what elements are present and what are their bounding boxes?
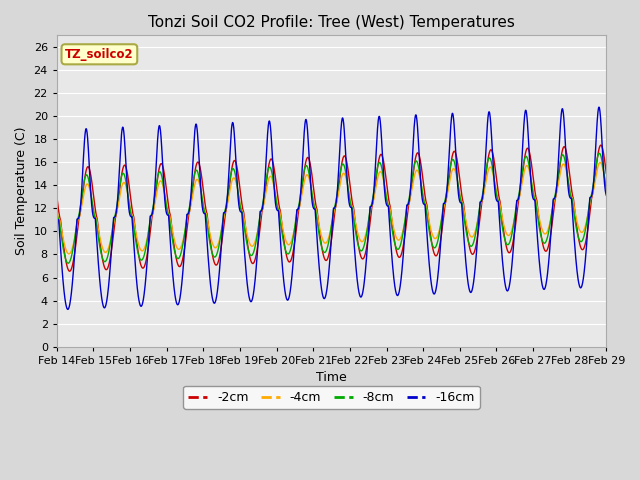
-2cm bbox=[66, 268, 74, 274]
Legend: -2cm, -4cm, -8cm, -16cm: -2cm, -4cm, -8cm, -16cm bbox=[183, 386, 480, 409]
-8cm bbox=[53, 210, 61, 216]
-16cm bbox=[53, 216, 61, 221]
-4cm bbox=[570, 199, 577, 204]
-2cm bbox=[348, 194, 355, 200]
-8cm bbox=[360, 245, 367, 251]
-8cm bbox=[348, 204, 355, 210]
-8cm bbox=[596, 150, 604, 156]
Text: TZ_soilco2: TZ_soilco2 bbox=[65, 48, 134, 61]
-2cm bbox=[207, 238, 214, 244]
-16cm bbox=[207, 280, 214, 286]
-4cm bbox=[492, 183, 499, 189]
-2cm bbox=[360, 255, 367, 261]
Line: -16cm: -16cm bbox=[57, 107, 606, 310]
-16cm bbox=[554, 166, 562, 172]
-8cm bbox=[492, 184, 499, 190]
Y-axis label: Soil Temperature (C): Soil Temperature (C) bbox=[15, 127, 28, 255]
-4cm bbox=[554, 183, 562, 189]
-16cm bbox=[602, 192, 610, 198]
Title: Tonzi Soil CO2 Profile: Tree (West) Temperatures: Tonzi Soil CO2 Profile: Tree (West) Temp… bbox=[148, 15, 515, 30]
-8cm bbox=[207, 242, 214, 248]
-8cm bbox=[570, 205, 577, 211]
-2cm bbox=[602, 170, 610, 176]
Line: -2cm: -2cm bbox=[57, 145, 606, 271]
-8cm bbox=[64, 260, 72, 266]
Line: -8cm: -8cm bbox=[57, 153, 606, 263]
-16cm bbox=[64, 307, 72, 312]
-16cm bbox=[570, 221, 577, 227]
Line: -4cm: -4cm bbox=[57, 162, 606, 254]
-4cm bbox=[360, 238, 367, 243]
-2cm bbox=[53, 193, 61, 199]
-4cm bbox=[65, 251, 72, 257]
-2cm bbox=[554, 179, 562, 184]
-16cm bbox=[360, 285, 367, 291]
-4cm bbox=[602, 185, 610, 191]
-4cm bbox=[348, 203, 355, 208]
-8cm bbox=[602, 187, 610, 192]
-2cm bbox=[597, 142, 605, 148]
-2cm bbox=[492, 167, 499, 172]
-16cm bbox=[348, 204, 355, 210]
X-axis label: Time: Time bbox=[316, 372, 347, 384]
-4cm bbox=[596, 159, 604, 165]
-16cm bbox=[492, 192, 499, 198]
-4cm bbox=[53, 208, 61, 214]
-16cm bbox=[595, 104, 603, 110]
-4cm bbox=[207, 232, 214, 238]
-2cm bbox=[570, 195, 577, 201]
-8cm bbox=[554, 174, 562, 180]
